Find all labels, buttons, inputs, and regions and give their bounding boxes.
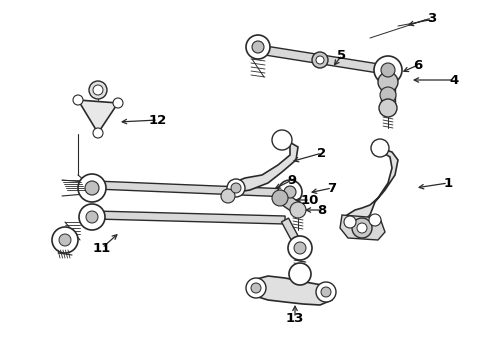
Text: 1: 1 [443,176,453,189]
Polygon shape [381,82,395,110]
Circle shape [371,139,389,157]
Circle shape [227,179,245,197]
Circle shape [374,56,402,84]
Circle shape [272,130,292,150]
Circle shape [278,180,302,204]
Polygon shape [95,211,285,224]
Circle shape [93,85,103,95]
Circle shape [93,128,103,138]
Circle shape [352,218,372,238]
Polygon shape [232,138,298,192]
Text: 13: 13 [286,311,304,324]
Polygon shape [340,215,385,240]
Polygon shape [250,276,332,305]
Circle shape [272,190,288,206]
Circle shape [59,234,71,246]
Circle shape [294,242,306,254]
Circle shape [252,41,264,53]
Circle shape [312,52,328,68]
Text: 8: 8 [318,203,327,216]
Text: 9: 9 [288,174,296,186]
Text: 2: 2 [318,147,326,159]
Circle shape [85,181,99,195]
Circle shape [316,282,336,302]
Circle shape [321,287,331,297]
Text: 7: 7 [327,181,337,194]
Polygon shape [347,148,398,225]
Circle shape [344,216,356,228]
Circle shape [79,204,105,230]
Circle shape [289,263,311,285]
Circle shape [290,202,306,218]
Circle shape [316,56,324,64]
Circle shape [378,72,398,92]
Polygon shape [281,218,303,250]
Circle shape [357,223,367,233]
Circle shape [369,214,381,226]
Circle shape [73,95,83,105]
Text: 12: 12 [149,113,167,126]
Circle shape [379,99,397,117]
Circle shape [231,183,241,193]
Circle shape [246,278,266,298]
Text: 11: 11 [93,242,111,255]
Text: 3: 3 [427,12,437,24]
Circle shape [246,35,270,59]
Circle shape [251,283,261,293]
Circle shape [381,63,395,77]
Text: 10: 10 [301,194,319,207]
Circle shape [380,87,396,103]
Circle shape [221,189,235,203]
Circle shape [288,236,312,260]
Text: 4: 4 [449,73,459,86]
Text: 6: 6 [414,59,422,72]
Circle shape [86,211,98,223]
Circle shape [52,227,78,253]
Polygon shape [78,100,118,133]
Polygon shape [274,190,303,215]
Polygon shape [261,46,389,75]
Polygon shape [95,181,290,197]
Circle shape [78,174,106,202]
Text: 5: 5 [338,49,346,62]
Circle shape [284,186,296,198]
Circle shape [89,81,107,99]
Circle shape [113,98,123,108]
